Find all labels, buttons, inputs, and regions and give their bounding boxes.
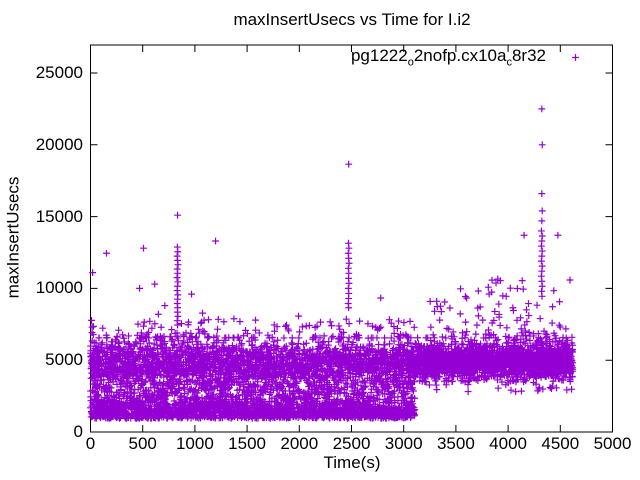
x-tick-label: 0 (85, 434, 96, 453)
x-tick-label: 500 (128, 434, 157, 453)
x-axis-title: Time(s) (323, 453, 381, 472)
y-tick-label: 20000 (35, 134, 83, 154)
x-tick-label: 2500 (332, 434, 371, 453)
chart-title: maxInsertUsecs vs Time for I.i2 (233, 10, 471, 29)
x-tick-label: 3000 (384, 434, 423, 453)
legend-entry: pg1222o2nofp.cx10ac8r32 (200, 46, 546, 69)
y-tick-label: 10000 (35, 278, 83, 298)
y-tick-label: 5000 (45, 350, 83, 370)
legend-label-subscript: o (407, 56, 414, 69)
x-tick-label: 1000 (175, 434, 214, 453)
legend-label-part: 8r32 (511, 46, 546, 65)
legend-label-subscript: c (506, 56, 512, 69)
y-tick-label: 25000 (35, 63, 83, 82)
y-axis-title: maxInsertUsecs (3, 176, 23, 299)
y-tick-label: 0 (73, 422, 83, 441)
x-tick-label: 2000 (280, 434, 319, 453)
x-tick-label: 4500 (541, 434, 580, 453)
x-tick-label: 1500 (228, 434, 266, 453)
legend-label-part: pg1222 (350, 46, 408, 65)
x-tick-label: 5000 (593, 434, 632, 453)
x-tick-label: 4000 (489, 434, 527, 453)
legend-label-part: 2nofp.cx10a (413, 46, 507, 65)
x-tick-label: 3500 (436, 434, 475, 453)
y-tick-label: 15000 (35, 206, 83, 226)
